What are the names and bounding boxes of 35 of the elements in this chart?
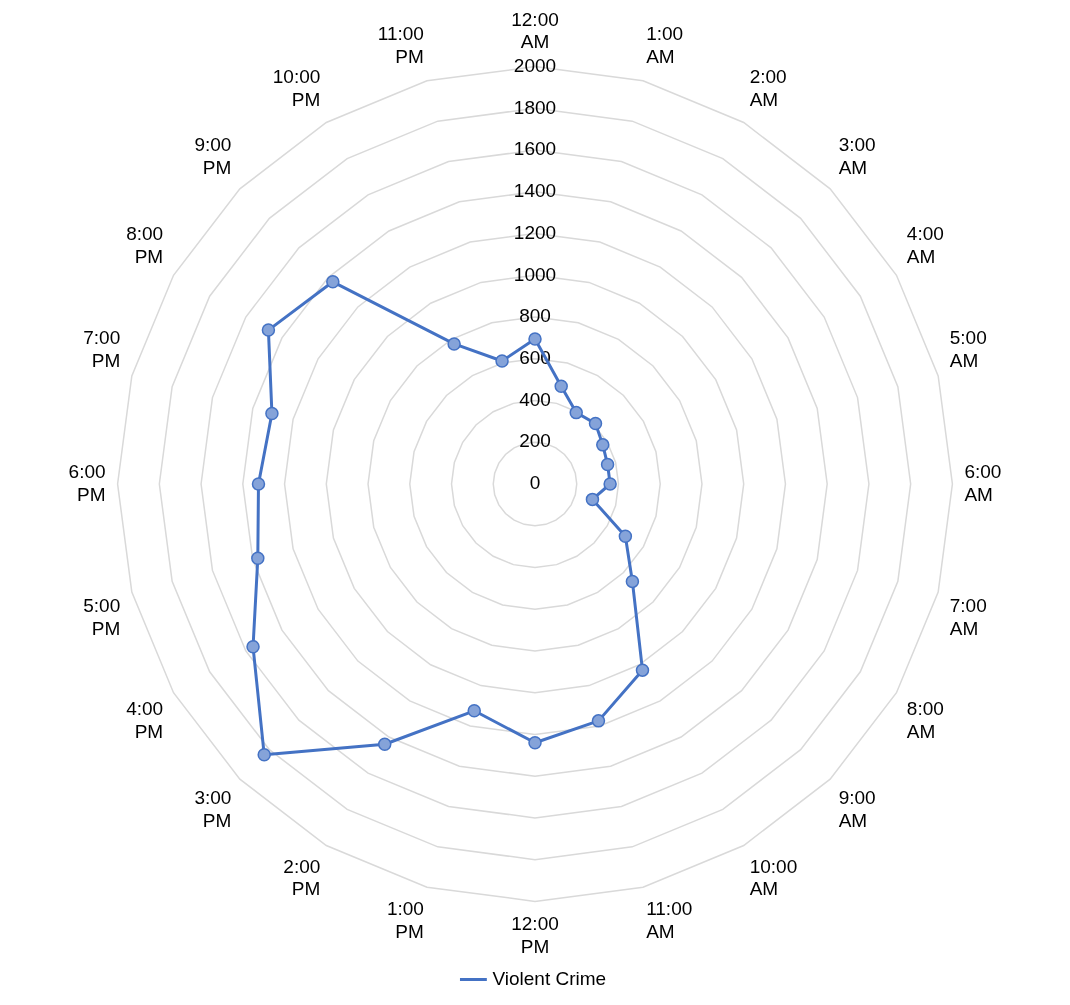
- spoke-label: 1:00 AM: [646, 23, 684, 68]
- spoke-label: 5:00 AM: [949, 326, 987, 371]
- spoke-label: 3:00 AM: [838, 134, 876, 179]
- spoke-label: 11:00 AM: [646, 898, 693, 943]
- spoke-label: 7:00 AM: [949, 594, 987, 639]
- y-tick-label: 400: [519, 388, 551, 410]
- spoke-label: 9:00 AM: [838, 787, 876, 832]
- spoke-label: 3:00 PM: [194, 787, 232, 832]
- legend-label: Violent Crime: [492, 967, 607, 989]
- y-tick-label: 0: [529, 472, 541, 494]
- spoke-label: 2:00 PM: [283, 855, 321, 900]
- y-tick-label: 1200: [513, 221, 557, 243]
- y-tick-label: 1600: [513, 138, 557, 160]
- spoke-label: 8:00 PM: [126, 223, 164, 268]
- spoke-label: 1:00 PM: [386, 898, 424, 943]
- spoke-label: 6:00 PM: [68, 460, 106, 505]
- spoke-label: 12:00 AM: [511, 8, 559, 53]
- spoke-label: 7:00 PM: [83, 326, 121, 371]
- y-tick-label: 1400: [513, 180, 557, 202]
- spoke-label: 4:00 PM: [126, 698, 164, 743]
- spoke-label: 5:00 PM: [83, 594, 121, 639]
- spoke-label: 10:00 PM: [272, 66, 321, 110]
- spoke-label: 12:00 PM: [511, 913, 559, 957]
- y-tick-label: 200: [519, 430, 551, 452]
- y-tick-label: 1000: [513, 263, 557, 285]
- y-tick-label: 800: [519, 305, 551, 327]
- spoke-label: 10:00 AM: [749, 855, 798, 900]
- y-tick-label: 1800: [513, 96, 557, 118]
- spoke-label: 11:00 PM: [377, 23, 424, 68]
- spoke-label: 6:00 AM: [964, 460, 1002, 505]
- spoke-label: 9:00 PM: [194, 134, 232, 179]
- spoke-label: 4:00 AM: [906, 223, 944, 268]
- spoke-label: 8:00 AM: [906, 698, 944, 743]
- y-tick-label: 2000: [513, 54, 557, 76]
- spoke-label: 2:00 AM: [749, 66, 787, 110]
